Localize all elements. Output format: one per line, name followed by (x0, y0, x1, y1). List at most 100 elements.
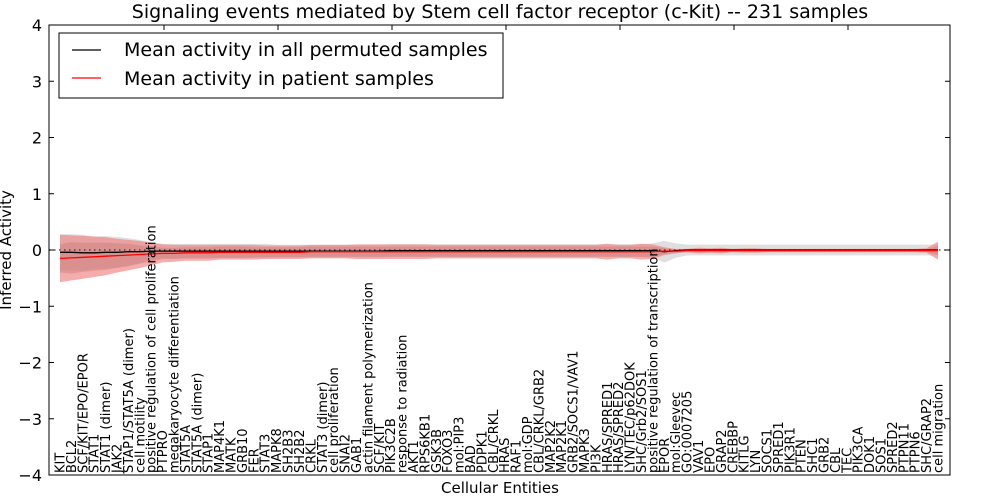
x-tick-label: STAP1/STAT5A (dimer) (122, 328, 137, 473)
x-tick-label: PIK3R1 (783, 427, 798, 473)
x-tick-label: MAP2K1 (555, 420, 570, 473)
x-tick-label: STAT1 (88, 434, 103, 473)
x-tick-label: STAT3 (259, 434, 274, 473)
legend-label-permuted: Mean activity in all permuted samples (124, 39, 487, 61)
x-tick-label: mol:GDP (521, 416, 536, 473)
x-tick-label: PIK3CA (852, 426, 867, 473)
x-tick-label: SHC1 (806, 438, 821, 473)
x-tick-label: HRAS (498, 438, 513, 473)
x-tick-label: SOS1 (875, 438, 890, 473)
x-tick-label: SNAI2 (339, 434, 354, 473)
x-tick-label: megakaryocyte differentiation (168, 276, 183, 473)
y-tick-label: 2 (32, 129, 42, 148)
y-axis-label: Inferred Activity (0, 190, 15, 310)
x-tick-label: STAT5A (179, 425, 194, 473)
y-tick-label: 1 (32, 185, 42, 204)
x-tick-label: RAF1 (510, 440, 525, 473)
x-tick-label: STAT5A (dimer) (190, 373, 205, 473)
x-tick-label: FER (247, 448, 262, 473)
x-tick-label: mol:PIP3 (453, 417, 468, 473)
legend: Mean activity in all permuted samples Me… (58, 32, 504, 99)
y-tick-label: −1 (18, 297, 42, 316)
x-tick-label: GO:0007205 (681, 391, 696, 473)
x-tick-label: GRAP2 (715, 429, 730, 473)
y-tick-label: −4 (18, 466, 42, 485)
x-tick-label: PTPN11 (897, 423, 912, 473)
x-tick-label: CBL/CRKL (487, 409, 502, 473)
x-tick-label: SCF/KIT (373, 423, 388, 473)
x-tick-label: CREBBP (726, 421, 741, 473)
patient-band-outer (60, 234, 938, 283)
patient-mean-line (59, 249, 938, 260)
x-tick-label: KITLG (738, 435, 753, 473)
x-tick-label: SCF/KIT/EPO/EPOR (76, 353, 91, 473)
x-tick-label: CRKL (304, 438, 319, 473)
x-tick-label: PIK3C2B (384, 418, 399, 473)
x-tick-label: CBL/CRKL/GRB2 (532, 369, 547, 473)
y-tick-label: 0 (32, 241, 42, 260)
x-tick-label: response to radiation (396, 335, 411, 473)
x-tick-label: JAK2 (111, 444, 126, 474)
x-tick-label: SHC/Grb2/SOS1 (635, 370, 650, 473)
x-tick-label: positive regulation of cell proliferatio… (145, 225, 160, 473)
x-tick-label: LYN/TEC/p62DOK (624, 362, 639, 473)
lines (49, 249, 950, 260)
x-tick-label: MAPK8 (270, 428, 285, 473)
x-tick-label: EPO (703, 447, 718, 473)
x-tick-label: GRB2/SOCS1/VAV1 (567, 351, 582, 473)
y-tick-label: 4 (32, 16, 42, 35)
x-tick-label: PDPK1 (475, 431, 490, 474)
x-tick-label: SPRED1 (772, 421, 787, 473)
x-tick-label: LYN (749, 450, 764, 473)
x-tick-label: VAV1 (692, 440, 707, 473)
x-tick-label: MATK (225, 437, 240, 473)
x-tick-label: EPOR (658, 438, 673, 473)
legend-label-patient: Mean activity in patient samples (124, 68, 434, 90)
y-tick-label: −3 (18, 410, 42, 429)
x-tick-label: SH2B2 (293, 430, 308, 474)
x-tick-label: HRAS/SPRED2 (612, 382, 627, 473)
x-tick-label: MAP4K1 (213, 420, 228, 473)
x-tick-label: SPRED2 (886, 421, 901, 473)
x-tick-label: TEC (840, 448, 855, 474)
x-tick-label: STAT1 (dimer) (99, 382, 114, 473)
x-tick-label: KIT (54, 453, 69, 473)
chart-title: Signaling events mediated by Stem cell f… (132, 1, 868, 23)
x-tick-label: STAT3 (dimer) (316, 382, 331, 473)
x-tick-label: DOK1 (863, 436, 878, 473)
x-tick-label: STAP1 (202, 433, 217, 473)
bands (60, 234, 938, 283)
x-tick-label: GAB1 (350, 437, 365, 473)
x-tick-label: AKT1 (407, 440, 422, 473)
x-tick-label: FOXO3 (441, 430, 456, 473)
x-tick-label: cell proliferation (327, 367, 342, 473)
x-tick-label: RPS6KB1 (418, 414, 433, 473)
x-axis-label: Cellular Entities (441, 479, 559, 497)
y-tick-label: −2 (18, 354, 42, 373)
y-tick-label: 3 (32, 72, 42, 91)
x-tick-label: cell motility (133, 397, 148, 473)
x-tick-label: SH2B3 (282, 430, 297, 474)
x-tick-label: PTEN (795, 439, 810, 473)
legend-box (58, 32, 504, 99)
x-tick-label: positive regulation of transcription (646, 248, 661, 473)
x-tick-label: BAD (464, 445, 479, 473)
x-tick-label: GRB10 (236, 428, 251, 473)
x-tick-label: mol:Gleevec (669, 392, 684, 473)
x-tick-label: PI3K (589, 444, 604, 473)
x-tick-label: GSK3B (430, 429, 445, 473)
x-tick-label: HRAS/SPRED1 (601, 382, 616, 473)
y-axis: −4 −3 −2 −1 0 1 2 3 4 (18, 16, 950, 485)
x-tick-label: actin filament polymerization (361, 282, 376, 473)
x-tick-label: CBL (829, 447, 844, 473)
x-tick-label: SOCS1 (761, 429, 776, 473)
x-tick-label: MAP2K2 (544, 420, 559, 473)
x-tick-label: PTPN6 (909, 431, 924, 473)
x-tick-label: PTPRO (156, 430, 171, 473)
x-tick-label: MAPK3 (578, 428, 593, 473)
x-tick-label: BCL2 (65, 440, 80, 473)
x-tick-label: GRB2 (818, 437, 833, 473)
x-tick-label: SHC/GRAP2 (920, 398, 935, 473)
